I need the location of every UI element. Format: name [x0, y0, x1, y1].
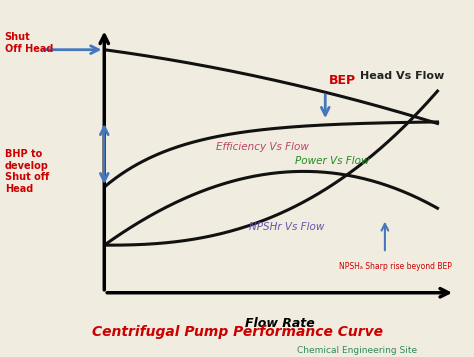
Text: Efficiency Vs Flow: Efficiency Vs Flow	[216, 142, 309, 152]
Text: Flow Rate: Flow Rate	[245, 317, 315, 330]
Text: BHP to
develop
Shut off
Head: BHP to develop Shut off Head	[5, 149, 49, 194]
Text: Head Vs Flow: Head Vs Flow	[360, 71, 445, 81]
Text: Shut
Off Head: Shut Off Head	[5, 32, 53, 54]
Text: Centrifugal Pump Performance Curve: Centrifugal Pump Performance Curve	[91, 325, 383, 338]
Text: BEP: BEP	[329, 74, 356, 87]
Text: NPSHₐ Sharp rise beyond BEP: NPSHₐ Sharp rise beyond BEP	[339, 262, 452, 271]
Text: Power Vs Flow: Power Vs Flow	[295, 156, 370, 166]
Text: NPSHr Vs Flow: NPSHr Vs Flow	[249, 222, 324, 232]
Text: Chemical Engineering Site: Chemical Engineering Site	[297, 346, 417, 356]
